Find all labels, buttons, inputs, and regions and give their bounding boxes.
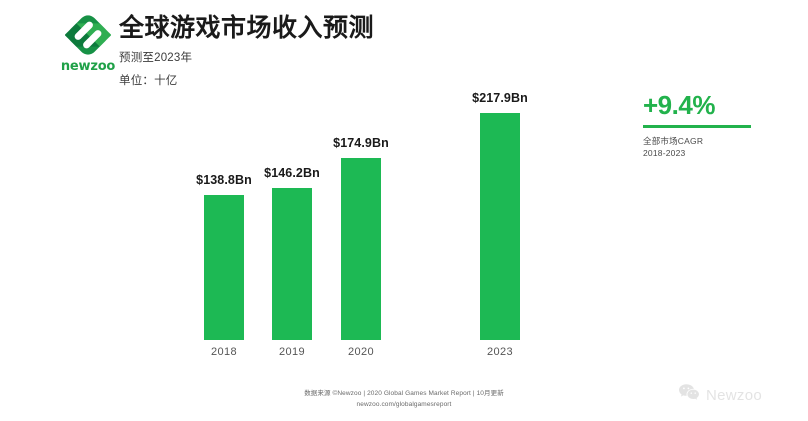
bar-2023[interactable] [480,113,520,340]
x-axis-tick: 2020 [347,346,375,358]
x-axis-tick: 2023 [486,346,514,358]
bar-value-label: $217.9Bn [472,91,528,106]
bar-group[interactable]: $174.9Bn 2020 [333,90,389,358]
bar-value-label: $138.8Bn [196,173,252,188]
watermark-text: Newzoo [706,386,762,404]
page-title: 全球游戏市场收入预测 [119,14,375,42]
bar-group[interactable]: $138.8Bn 2018 [196,90,252,358]
chart-plot-area: $138.8Bn 2018 $146.2Bn 2019 $174.9Bn 2020 $217… [150,90,580,358]
page-subtitle: 预测至2023年 [119,51,193,64]
footer-source: 数据来源 ©Newzoo | 2020 Global Games Market … [304,390,504,397]
cagr-years: 2018-2023 [643,147,686,158]
cagr-label: 全部市场CAGR [643,135,704,146]
bar-value-label: $146.2Bn [264,165,320,180]
bar-2018[interactable] [204,195,244,340]
cagr-callout: +9.4% 全部市场CAGR 2018-2023 [643,92,763,159]
bar-chart: $138.8Bn 2018 $146.2Bn 2019 $174.9Bn 2020 $217… [150,90,580,365]
cagr-value: +9.4% [643,90,715,120]
bar-group[interactable]: $146.2Bn 2019 [264,90,320,358]
brand-block: newzoo [52,12,124,82]
x-axis-tick: 2018 [210,346,238,358]
title-block: 全球游戏市场收入预测 预测至2023年 单位：十亿 [119,14,589,88]
x-axis-tick: 2019 [278,346,306,358]
bar-2020[interactable] [341,157,381,340]
unit-note: 单位：十亿 [119,74,178,87]
newzoo-diamond-logo-icon [65,12,111,58]
cagr-divider [643,125,751,128]
footer: 数据来源 ©Newzoo | 2020 Global Games Market … [0,388,808,410]
bar-value-label: $174.9Bn [333,135,389,150]
bar-group[interactable]: $217.9Bn 2023 [472,90,528,358]
watermark: Newzoo [678,383,762,407]
wechat-icon [678,383,700,407]
brand-wordmark: newzoo [60,59,116,74]
bar-2019[interactable] [272,187,312,340]
footer-url: newzoo.com/globalgamesreport [356,401,452,409]
